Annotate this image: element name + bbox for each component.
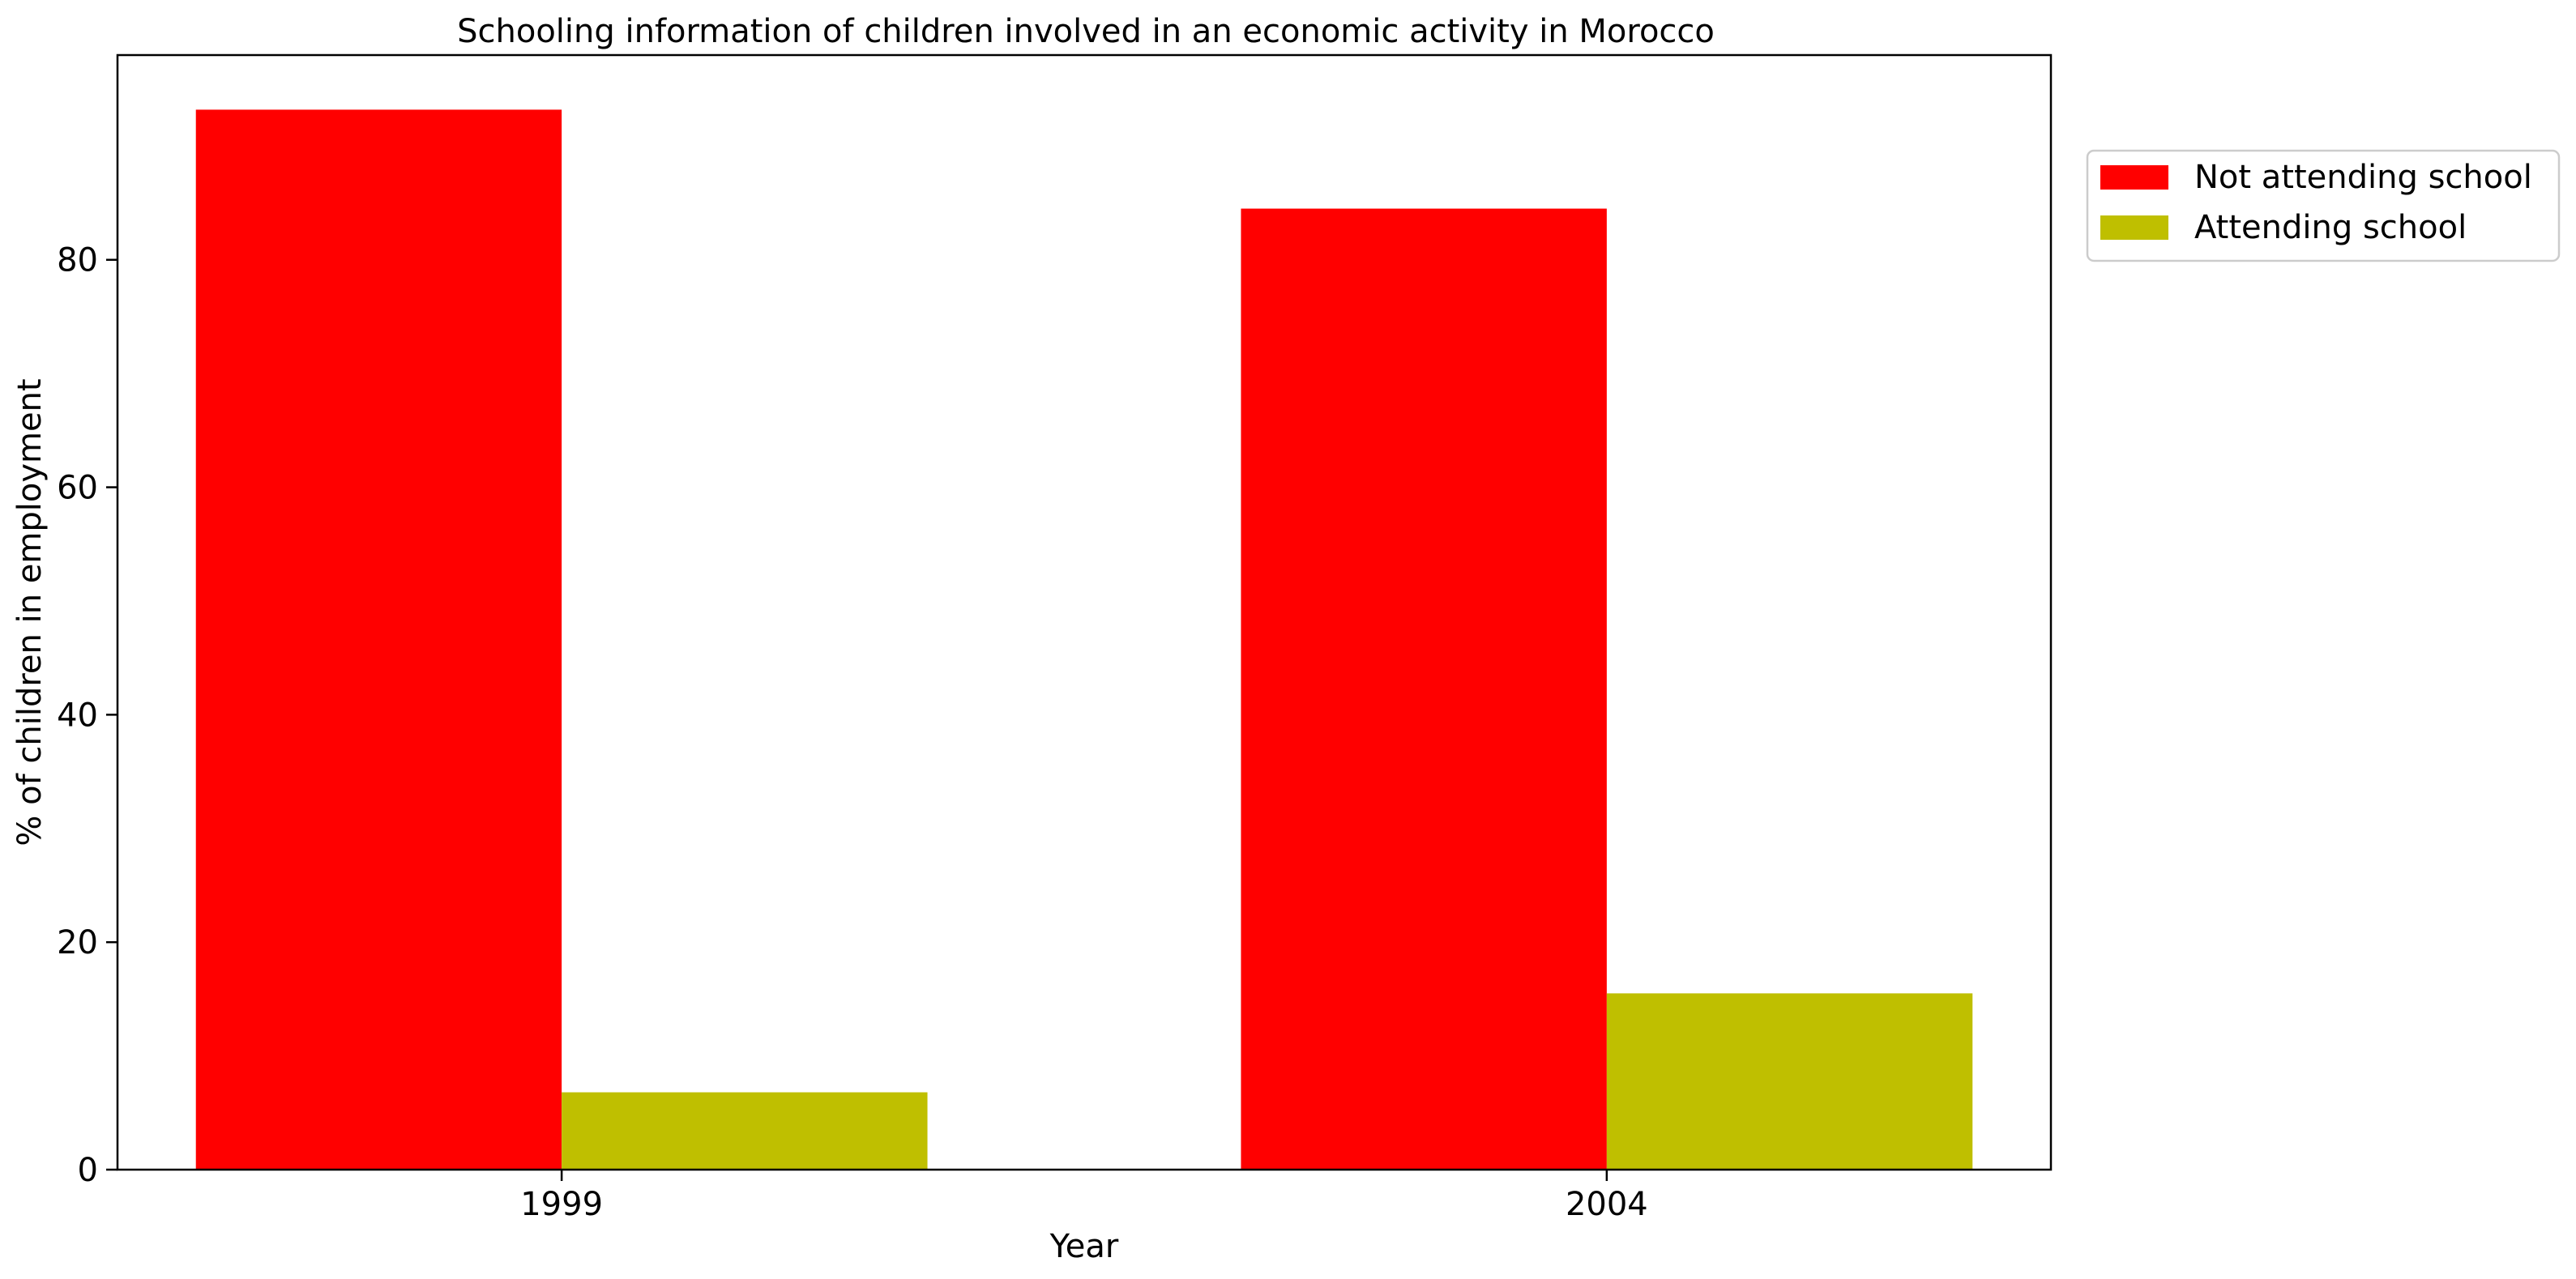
bar-not-attending-2004 <box>1241 208 1607 1170</box>
legend-frame <box>2086 149 2561 262</box>
y-tick-label-60: 60 <box>57 470 98 507</box>
bar-attending-1999 <box>562 1092 928 1170</box>
legend-label-not-attending: Not attending school <box>2194 159 2532 196</box>
chart-title: Schooling information of children involv… <box>457 13 1715 50</box>
legend: Not attending school Attending school <box>2086 149 2561 262</box>
y-axis: 0 20 40 60 80 <box>57 242 117 1189</box>
bars-layer <box>195 109 1973 1170</box>
y-tick-label-20: 20 <box>57 924 98 961</box>
x-axis: 1999 2004 <box>520 1170 1648 1223</box>
legend-swatch-attending <box>2100 215 2168 240</box>
x-tick-label-2004: 2004 <box>1566 1186 1648 1223</box>
y-tick-label-40: 40 <box>57 697 98 734</box>
bar-not-attending-1999 <box>195 109 562 1170</box>
legend-swatch-not-attending <box>2100 165 2168 190</box>
bar-attending-2004 <box>1606 993 1973 1170</box>
x-axis-title: Year <box>1049 1228 1119 1265</box>
x-tick-label-1999: 1999 <box>520 1186 603 1223</box>
y-tick-label-0: 0 <box>78 1152 98 1189</box>
y-axis-title: % of children in employment <box>11 378 49 846</box>
y-tick-label-80: 80 <box>57 242 98 279</box>
plot-area-frame <box>116 53 2053 1171</box>
legend-label-attending: Attending school <box>2194 209 2467 246</box>
